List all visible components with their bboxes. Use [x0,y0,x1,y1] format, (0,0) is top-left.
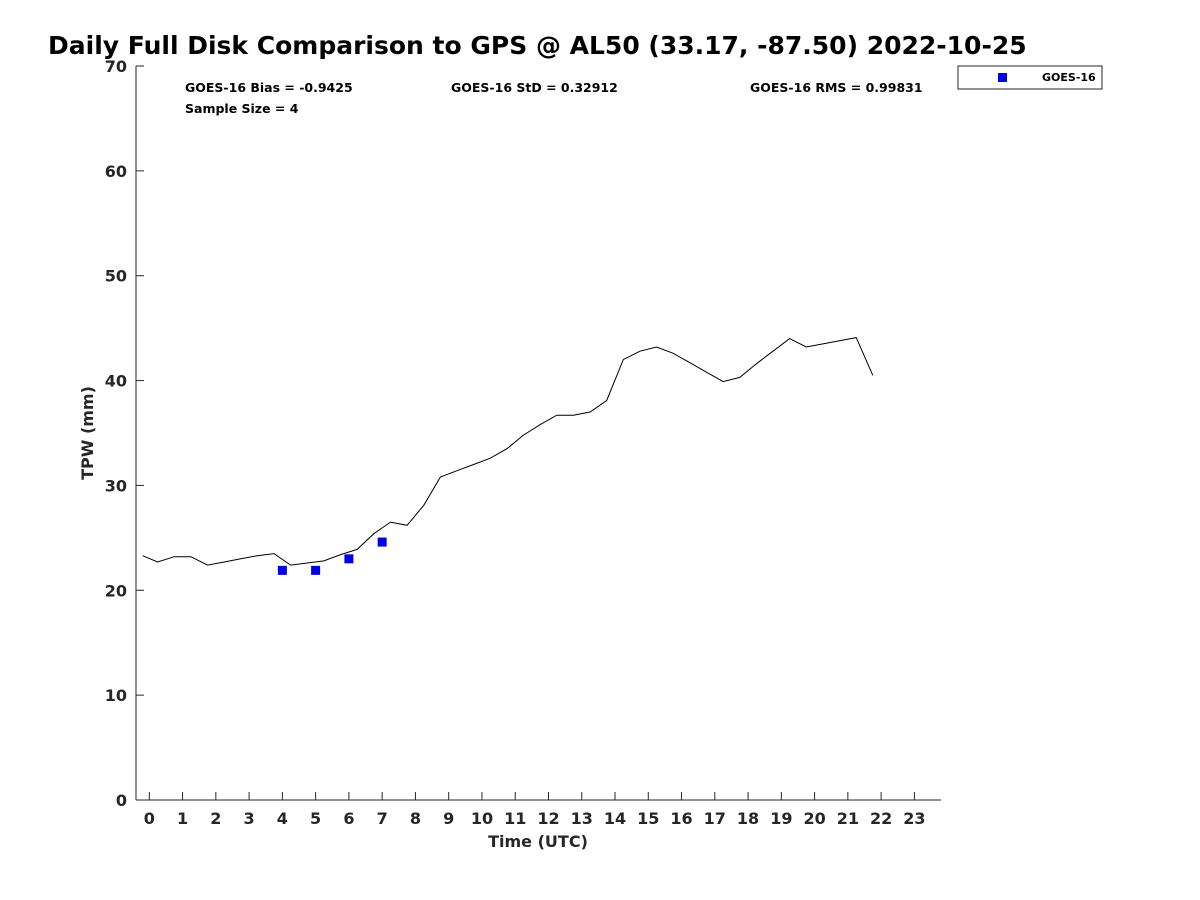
y-tick-label: 70 [105,57,127,76]
std-stat: GOES-16 StD = 0.32912 [451,80,618,95]
x-tick-label: 19 [770,809,792,828]
x-tick-label: 3 [244,809,255,828]
x-tick-label: 11 [504,809,526,828]
legend-box [957,65,1103,90]
y-tick-label: 30 [105,476,127,495]
x-tick-label: 15 [637,809,659,828]
x-tick-label: 12 [537,809,559,828]
y-tick-label: 20 [105,581,127,600]
chart-title: Daily Full Disk Comparison to GPS @ AL50… [48,31,1027,60]
y-tick-label: 60 [105,162,127,181]
x-tick-label: 7 [377,809,388,828]
x-tick-label: 20 [803,809,825,828]
x-tick-label: 14 [604,809,626,828]
y-axis-title: TPW (mm) [78,386,97,480]
legend: GOES-16 [957,65,1103,90]
goes16-point [311,565,321,575]
goes16-point [277,565,287,575]
x-tick-label: 21 [837,809,859,828]
x-tick-label: 17 [704,809,726,828]
x-tick-label: 4 [277,809,288,828]
x-tick-label: 22 [870,809,892,828]
x-tick-label: 16 [670,809,692,828]
x-tick-label: 10 [471,809,493,828]
legend-marker-goes16 [998,73,1007,82]
goes16-point [377,537,387,547]
axes [135,66,941,801]
gps-tpw-line [142,337,874,566]
y-tick-label: 40 [105,372,127,391]
plot-area [142,337,874,575]
x-tick-label: 13 [571,809,593,828]
stats-annotations: GOES-16 Bias = -0.9425 GOES-16 StD = 0.3… [185,80,923,116]
x-ticks: 0 1 2 3 4 5 6 7 8 9 10 11 12 13 14 15 16 17 18 19 20 21 22 23 [144,792,926,828]
bias-stat: GOES-16 Bias = -0.9425 [185,80,353,95]
sample-size-stat: Sample Size = 4 [185,101,299,116]
legend-label-goes16: GOES-16 [1042,71,1096,84]
x-tick-label: 0 [144,809,155,828]
x-tick-label: 18 [737,809,759,828]
x-tick-label: 23 [903,809,925,828]
y-ticks: 0 10 20 30 40 50 60 70 [105,57,144,810]
y-tick-label: 10 [105,686,127,705]
x-tick-label: 1 [177,809,188,828]
y-tick-label: 0 [116,791,127,810]
y-tick-label: 50 [105,267,127,286]
x-tick-label: 9 [443,809,454,828]
x-tick-label: 5 [310,809,321,828]
x-axis-title: Time (UTC) [488,832,588,851]
goes16-point [344,554,354,564]
x-tick-label: 8 [410,809,421,828]
x-tick-label: 2 [210,809,221,828]
x-tick-label: 6 [343,809,354,828]
rms-stat: GOES-16 RMS = 0.99831 [750,80,923,95]
